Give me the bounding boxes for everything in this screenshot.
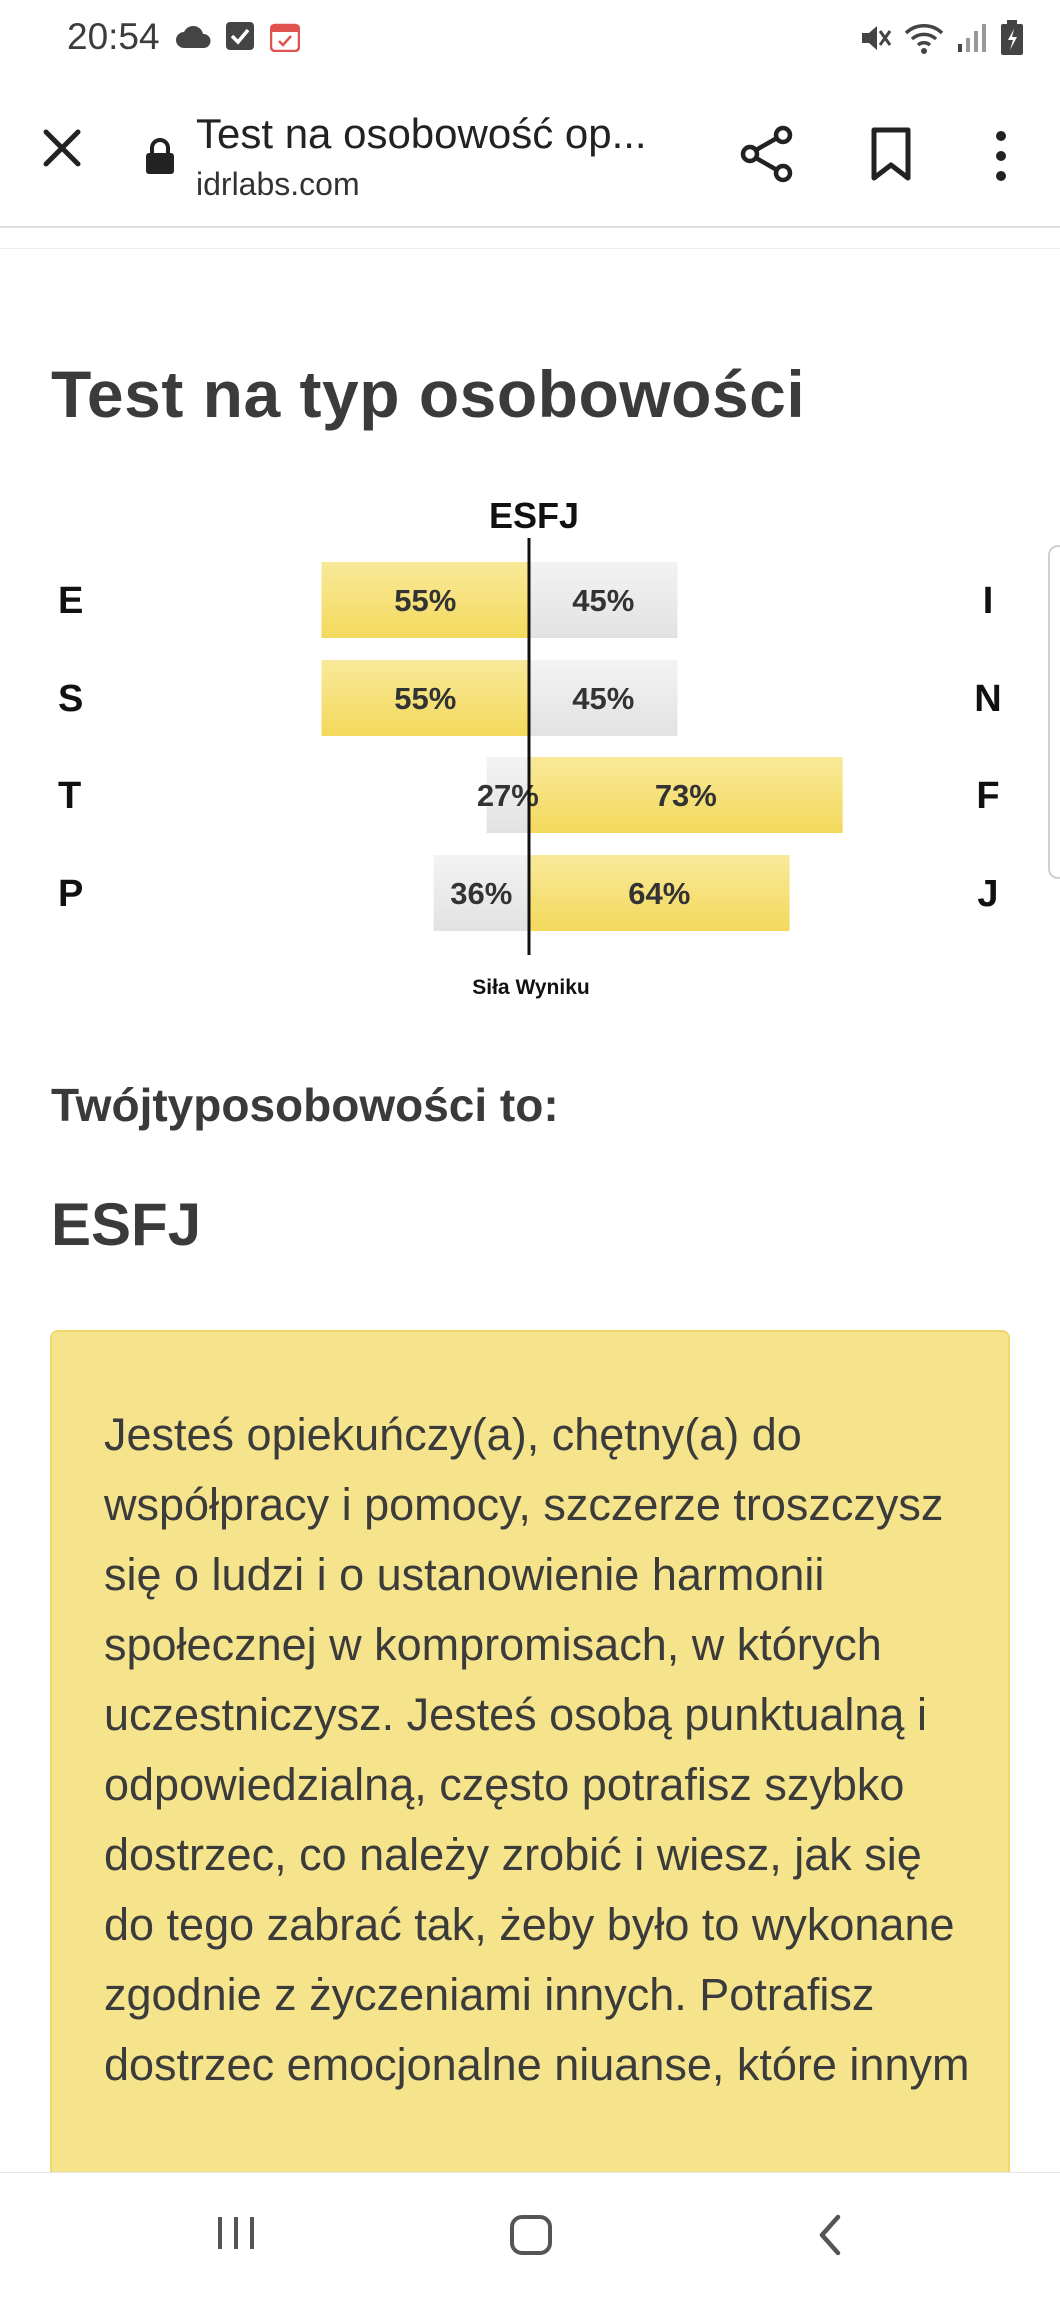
bar-label-j: 64% — [628, 876, 690, 911]
bar-label-f: 73% — [655, 778, 717, 813]
type-value: ESFJ — [51, 1191, 202, 1258]
url-text[interactable]: idrlabs.com — [196, 166, 360, 202]
cloud-icon — [176, 26, 211, 48]
letter-f: F — [976, 775, 999, 817]
personality-chart: ESFJ 55% 45% E I 55% 45% S N 27% 73% T F 36% 64% P J Siła… — [0, 480, 1060, 1020]
type-label: Twójtyposobowości to: — [51, 1079, 559, 1131]
browser-toolbar: Test na osobowość op... idrlabs.com — [0, 84, 1060, 228]
lock-icon — [146, 138, 174, 174]
description-text: Jesteś opiekuńczy(a), chętny(a) do współ… — [104, 1409, 970, 2090]
chart-xlabel: Siła Wyniku — [472, 976, 589, 999]
status-icons-right — [858, 20, 1024, 56]
bar-right-i — [529, 562, 678, 638]
bar-label-e: 55% — [394, 583, 456, 618]
page-tab-title[interactable]: Test na osobowość op... — [196, 110, 647, 157]
chart-title: ESFJ — [489, 495, 579, 536]
navigation-bar — [0, 2172, 1060, 2297]
bookmark-icon[interactable] — [866, 126, 916, 182]
toolbar-divider — [0, 226, 1060, 249]
battery-icon — [1001, 20, 1023, 55]
letter-j: J — [977, 873, 998, 915]
scrollbar-thumb[interactable] — [1048, 545, 1060, 879]
bar-left-p — [433, 855, 529, 931]
signal-icon — [958, 24, 986, 52]
bar-label-n: 45% — [572, 681, 634, 716]
recent-apps-icon[interactable] — [214, 2213, 258, 2253]
letter-p: P — [58, 873, 83, 915]
close-icon[interactable] — [36, 122, 88, 174]
share-icon[interactable] — [738, 124, 796, 184]
bar-left-e — [321, 562, 529, 638]
letter-e: E — [58, 580, 83, 622]
letter-n: N — [974, 678, 1001, 720]
status-bar: 20:54 — [0, 0, 1060, 84]
page-title: Test na typ osobowości — [51, 357, 806, 431]
home-icon[interactable] — [508, 2213, 554, 2257]
bar-left-t — [486, 757, 529, 833]
bar-right-j — [529, 855, 790, 931]
bar-right-f — [529, 757, 843, 833]
status-time: 20:54 — [67, 16, 160, 57]
calendar-icon — [270, 23, 300, 52]
bar-label-i: 45% — [572, 583, 634, 618]
checkbox-icon — [226, 22, 254, 50]
bar-label-p: 36% — [450, 876, 512, 911]
bar-label-s: 55% — [394, 681, 456, 716]
letter-i: I — [983, 580, 994, 622]
back-icon[interactable] — [814, 2213, 844, 2257]
mute-icon — [862, 26, 892, 50]
description-box: Jesteś opiekuńczy(a), chętny(a) do współ… — [50, 1330, 1010, 2230]
letter-s: S — [58, 678, 83, 720]
bar-right-n — [529, 660, 678, 736]
letter-t: T — [58, 775, 81, 817]
bar-left-s — [321, 660, 529, 736]
more-vert-icon[interactable] — [990, 128, 1012, 184]
wifi-icon — [904, 24, 944, 54]
